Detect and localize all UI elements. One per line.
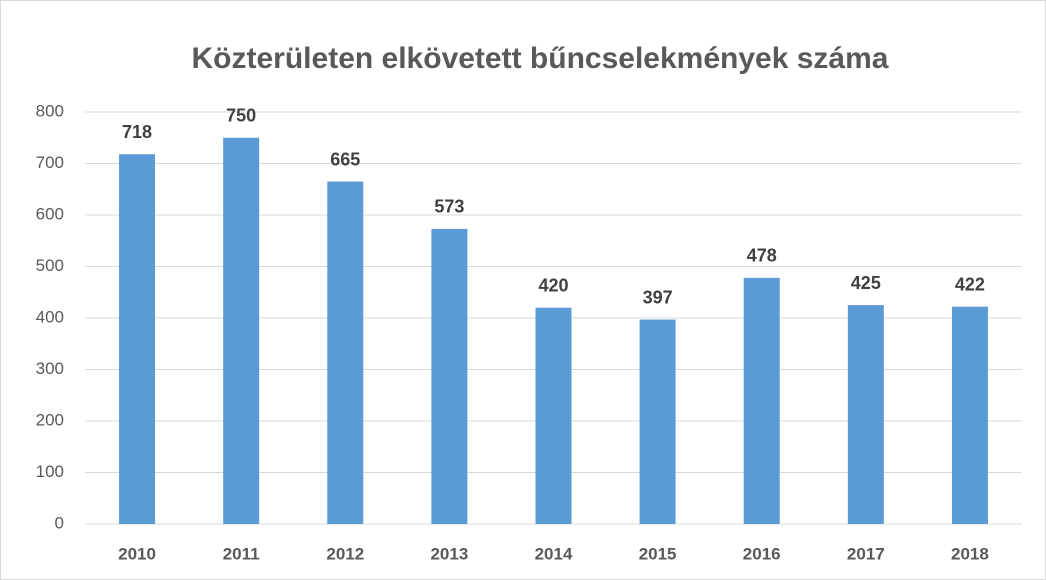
- y-tick-label: 600: [36, 204, 64, 223]
- data-label: 422: [955, 274, 985, 294]
- data-label: 718: [122, 122, 152, 142]
- data-label: 478: [747, 246, 777, 266]
- data-label: 420: [538, 275, 568, 295]
- bar: [743, 277, 780, 524]
- bar: [639, 319, 676, 524]
- bar: [119, 154, 156, 525]
- y-tick-label: 700: [36, 153, 64, 172]
- y-tick-label: 0: [55, 513, 64, 532]
- data-label: 573: [434, 197, 464, 217]
- x-tick-label: 2017: [847, 544, 885, 563]
- x-tick-label: 2011: [223, 544, 260, 563]
- bar: [223, 137, 260, 524]
- data-label: 750: [226, 106, 256, 126]
- y-tick-label: 400: [36, 307, 64, 326]
- y-tick-label: 200: [36, 410, 64, 429]
- y-tick-label: 500: [36, 256, 64, 275]
- data-label: 665: [330, 149, 360, 169]
- data-label: 425: [851, 273, 881, 293]
- chart-title: Közterületen elkövetett bűncselekmények …: [192, 42, 889, 75]
- x-tick-label: 2015: [639, 544, 677, 563]
- bar: [951, 306, 988, 524]
- bar: [431, 228, 468, 524]
- x-tick-label: 2014: [535, 544, 573, 563]
- x-tick-label: 2018: [951, 544, 989, 563]
- x-tick-label: 2010: [118, 544, 156, 563]
- bar: [847, 305, 884, 524]
- y-tick-label: 300: [36, 359, 64, 378]
- x-tick-label: 2016: [743, 544, 781, 563]
- bar: [535, 307, 572, 524]
- y-tick-label: 800: [36, 101, 64, 120]
- data-label: 397: [643, 287, 673, 307]
- x-tick-label: 2013: [430, 544, 468, 563]
- bar: [327, 181, 364, 524]
- y-tick-label: 100: [36, 462, 64, 481]
- x-tick-label: 2012: [326, 544, 364, 563]
